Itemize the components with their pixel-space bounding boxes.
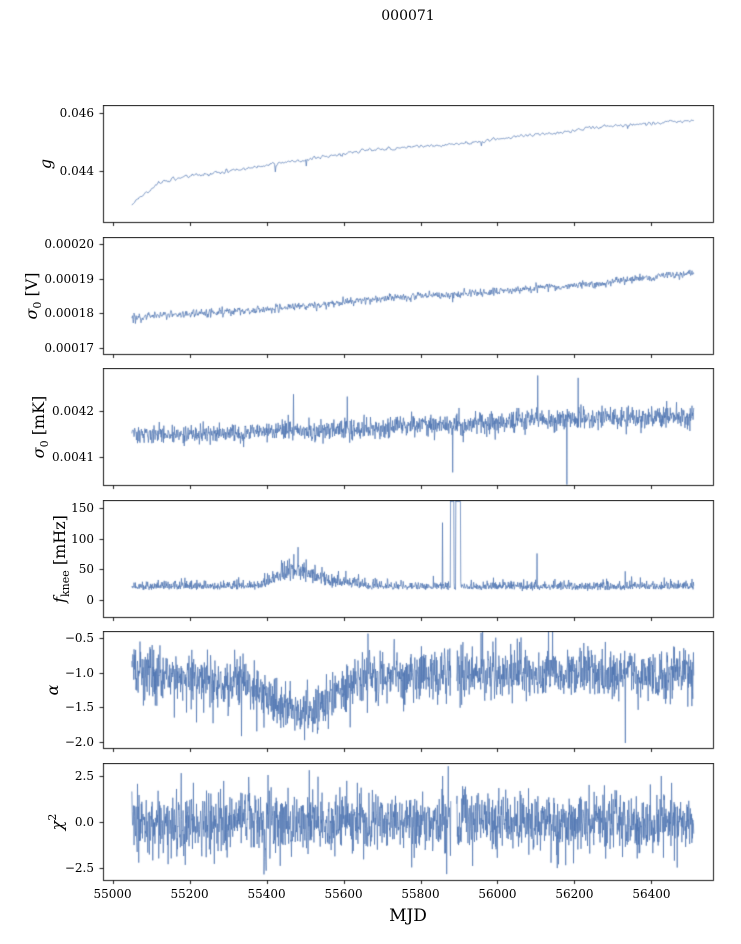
y-axis-label-sigma0_mK: σ0 [mK]: [28, 342, 52, 512]
y-tick-label: −2.0: [64, 734, 94, 749]
y-tick-label: 0.00018: [44, 306, 94, 321]
y-tick-label: −1.0: [64, 665, 94, 680]
x-tick-label: 56200: [555, 887, 594, 901]
subplot-canvas-alpha: [0, 631, 741, 757]
y-axis-label-sub: 0: [38, 440, 52, 448]
subplot-canvas-f_knee: [0, 500, 741, 626]
x-tick-label: 55400: [247, 887, 286, 901]
subplot-canvas-chi2: [0, 763, 741, 889]
y-axis-label-main: g: [36, 158, 55, 170]
y-axis-label-chi2: χ2: [42, 737, 67, 907]
subplot-canvas-g: [0, 105, 741, 231]
y-tick-label: −2.5: [64, 860, 94, 875]
y-axis-label-main: χ: [47, 820, 67, 831]
y-axis-label-main: α: [42, 684, 62, 696]
y-axis-label-unit: [mHz]: [49, 515, 69, 571]
y-axis-label-sub: 0: [31, 301, 45, 309]
x-tick-label: 55000: [93, 887, 132, 901]
y-tick-label: 0.00020: [44, 237, 94, 252]
y-tick-label: −0.5: [64, 631, 94, 646]
figure-title: 000071: [381, 8, 435, 24]
y-axis-label-main: f: [49, 597, 69, 603]
x-tick-label: 56400: [632, 887, 671, 901]
y-axis-label-sup: 2: [45, 813, 59, 821]
y-axis-label-unit: [V]: [22, 272, 42, 302]
x-axis-label: MJD: [389, 906, 427, 926]
subplot-canvas-sigma0_V: [0, 237, 741, 363]
y-tick-label: 50: [78, 562, 94, 577]
y-tick-label: 0.0041: [52, 450, 94, 465]
x-tick-label: 55600: [324, 887, 363, 901]
y-tick-label: 0.00019: [44, 271, 94, 286]
y-axis-label-main: σ: [29, 447, 49, 459]
x-tick-label: 55200: [170, 887, 209, 901]
y-tick-label: 0.046: [59, 105, 94, 120]
x-tick-label: 56000: [478, 887, 517, 901]
y-tick-label: −1.5: [64, 700, 94, 715]
y-tick-label: 150: [71, 500, 94, 515]
y-tick-label: 0.0042: [52, 403, 94, 418]
y-axis-label-sub: knee: [58, 570, 72, 597]
y-tick-label: 0.00017: [44, 340, 94, 355]
y-tick-label: 0.044: [59, 164, 94, 179]
y-tick-label: 0.0: [74, 815, 94, 829]
y-tick-label: 2.5: [74, 769, 94, 784]
y-axis-label-main: σ: [22, 308, 42, 320]
y-tick-label: 100: [71, 531, 94, 546]
x-tick-label: 55800: [401, 887, 440, 901]
y-axis-label-unit: [mK]: [29, 395, 49, 441]
y-tick-label: 0: [86, 593, 94, 608]
subplot-canvas-sigma0_mK: [0, 368, 741, 494]
